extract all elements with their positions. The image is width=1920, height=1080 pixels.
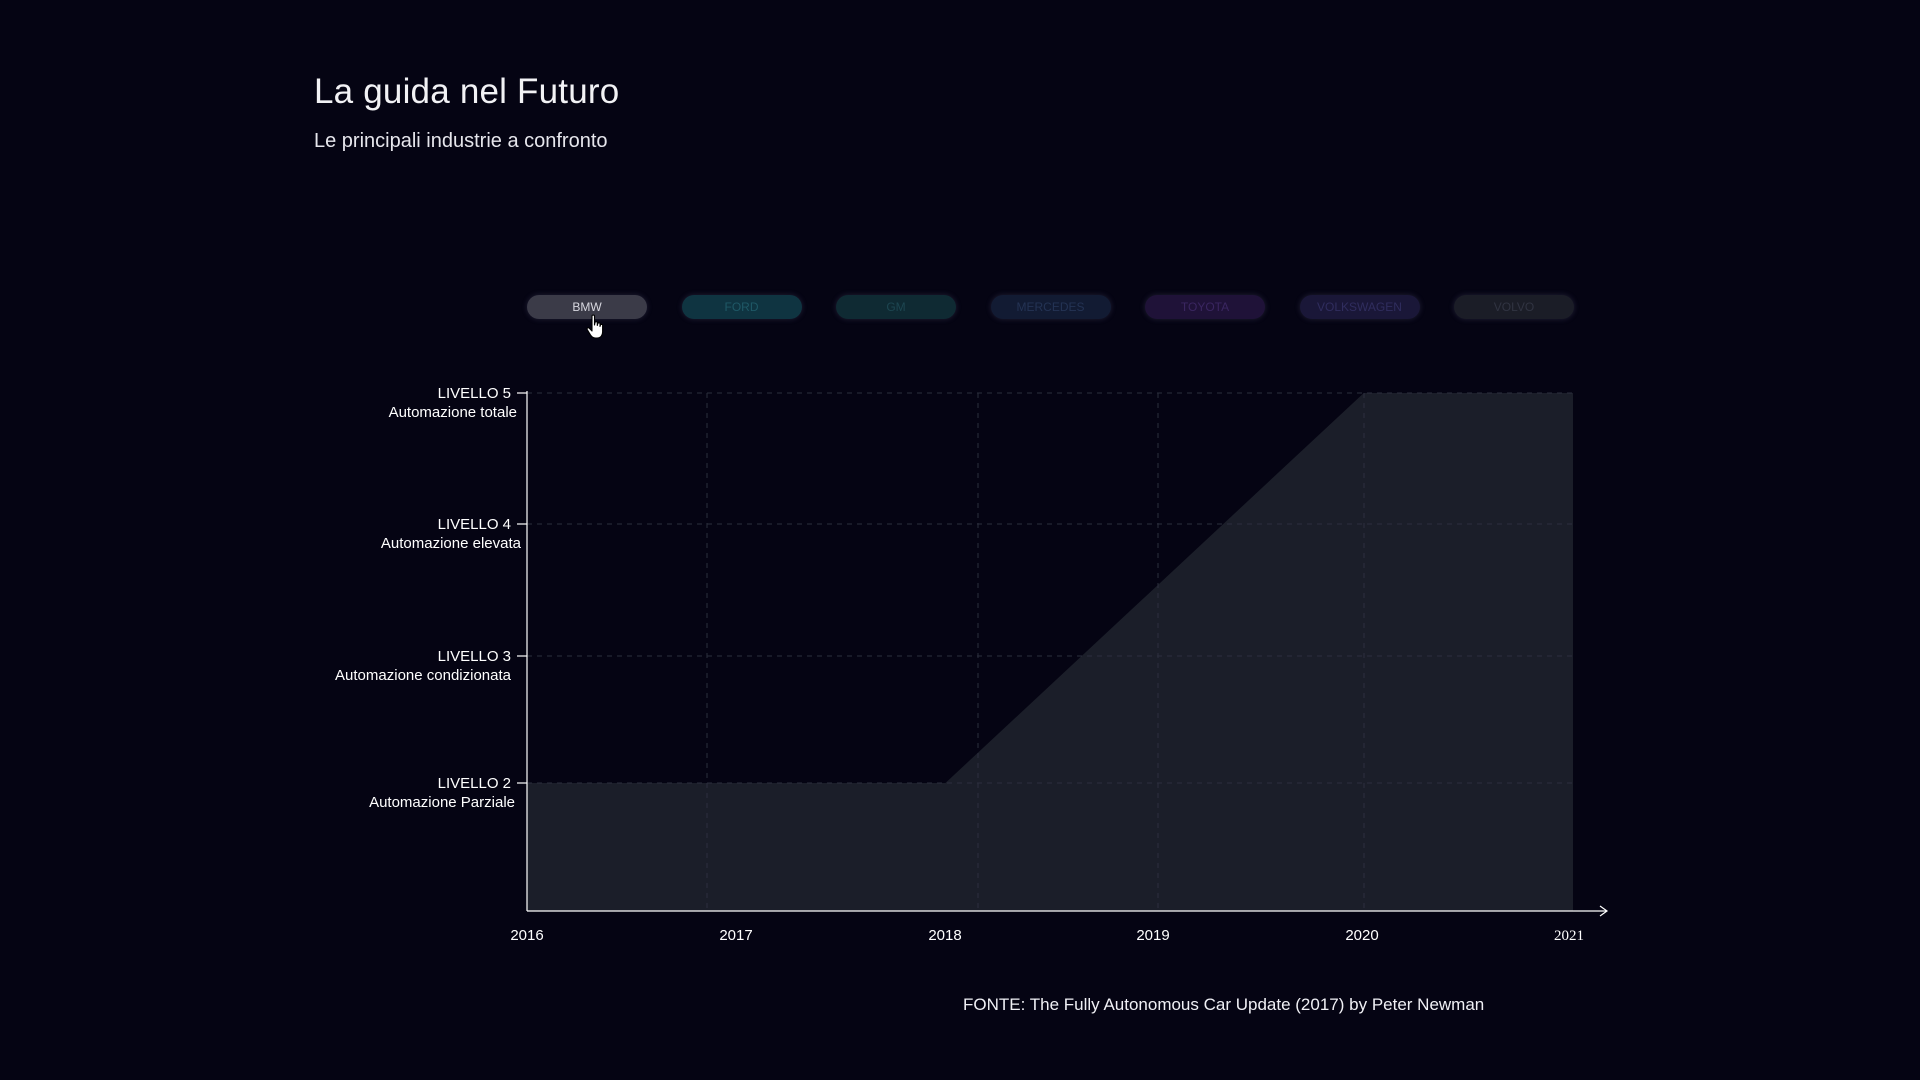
y-tick-level-label: LIVELLO 3 [438,648,511,665]
y-tick-level-label: LIVELLO 5 [438,385,511,402]
x-tick-label-2017: 2017 [719,927,752,944]
hand-cursor-icon [586,314,604,339]
chart-subtitle: Le principali industrie a confronto [314,130,608,152]
y-tick-level-label: LIVELLO 2 [438,775,511,792]
y-tick-desc-label: Automazione totale [389,404,517,421]
x-tick-label-2020: 2020 [1345,927,1378,944]
y-tick-desc-label: Automazione elevata [381,535,522,552]
x-tick-label-2019: 2019 [1136,927,1169,944]
y-tick-level-label: LIVELLO 4 [438,516,511,533]
area-series-bmw [527,393,1573,911]
brand-button-bmw[interactable]: BMW [527,295,647,319]
x-tick-label-2018: 2018 [928,927,961,944]
brand-button-ford[interactable]: FORD [681,295,802,319]
chart-title: La guida nel Futuro [314,72,620,111]
brand-selector: BMW FORD GM MERCEDES TOYOTA VOLKSWAGEN VOLVO [527,295,1575,319]
x-tick-label-2016: 2016 [510,927,543,944]
brand-button-volkswagen[interactable]: VOLKSWAGEN [1299,295,1420,319]
brand-button-gm[interactable]: GM [836,295,956,319]
brand-button-volvo[interactable]: VOLVO [1454,295,1574,319]
x-tick-label-2021: 2021 [1554,928,1584,944]
brand-button-mercedes[interactable]: MERCEDES [990,295,1111,319]
brand-button-toyota[interactable]: TOYOTA [1145,295,1265,319]
source-note: FONTE: The Fully Autonomous Car Update (… [963,995,1485,1014]
y-tick-desc-label: Automazione condizionata [335,667,512,684]
x-axis-arrow-icon [1599,905,1609,917]
y-tick-desc-label: Automazione Parziale [369,794,515,811]
